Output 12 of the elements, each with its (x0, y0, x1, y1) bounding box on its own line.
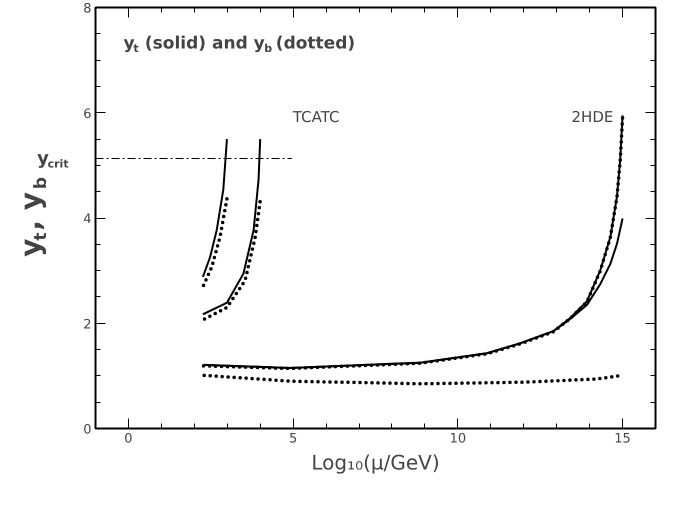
y-tick-label: 8 (83, 2, 92, 16)
x-tick-label: 0 (124, 432, 133, 446)
y-tick-label: 2 (83, 317, 92, 332)
y-tick-label: 6 (83, 106, 92, 122)
x-tick-label: 5 (289, 432, 298, 446)
x-tick-label: 15 (614, 432, 631, 446)
x-tick-label: 10 (450, 432, 466, 446)
annotation: TCATC (292, 108, 340, 126)
annotation: 2HDE (572, 108, 614, 126)
x-axis-title: Log₁₀(μ/GeV) (311, 450, 440, 474)
y-axis-title: yt, yb (14, 176, 52, 257)
y-tick-label: 4 (83, 212, 92, 227)
